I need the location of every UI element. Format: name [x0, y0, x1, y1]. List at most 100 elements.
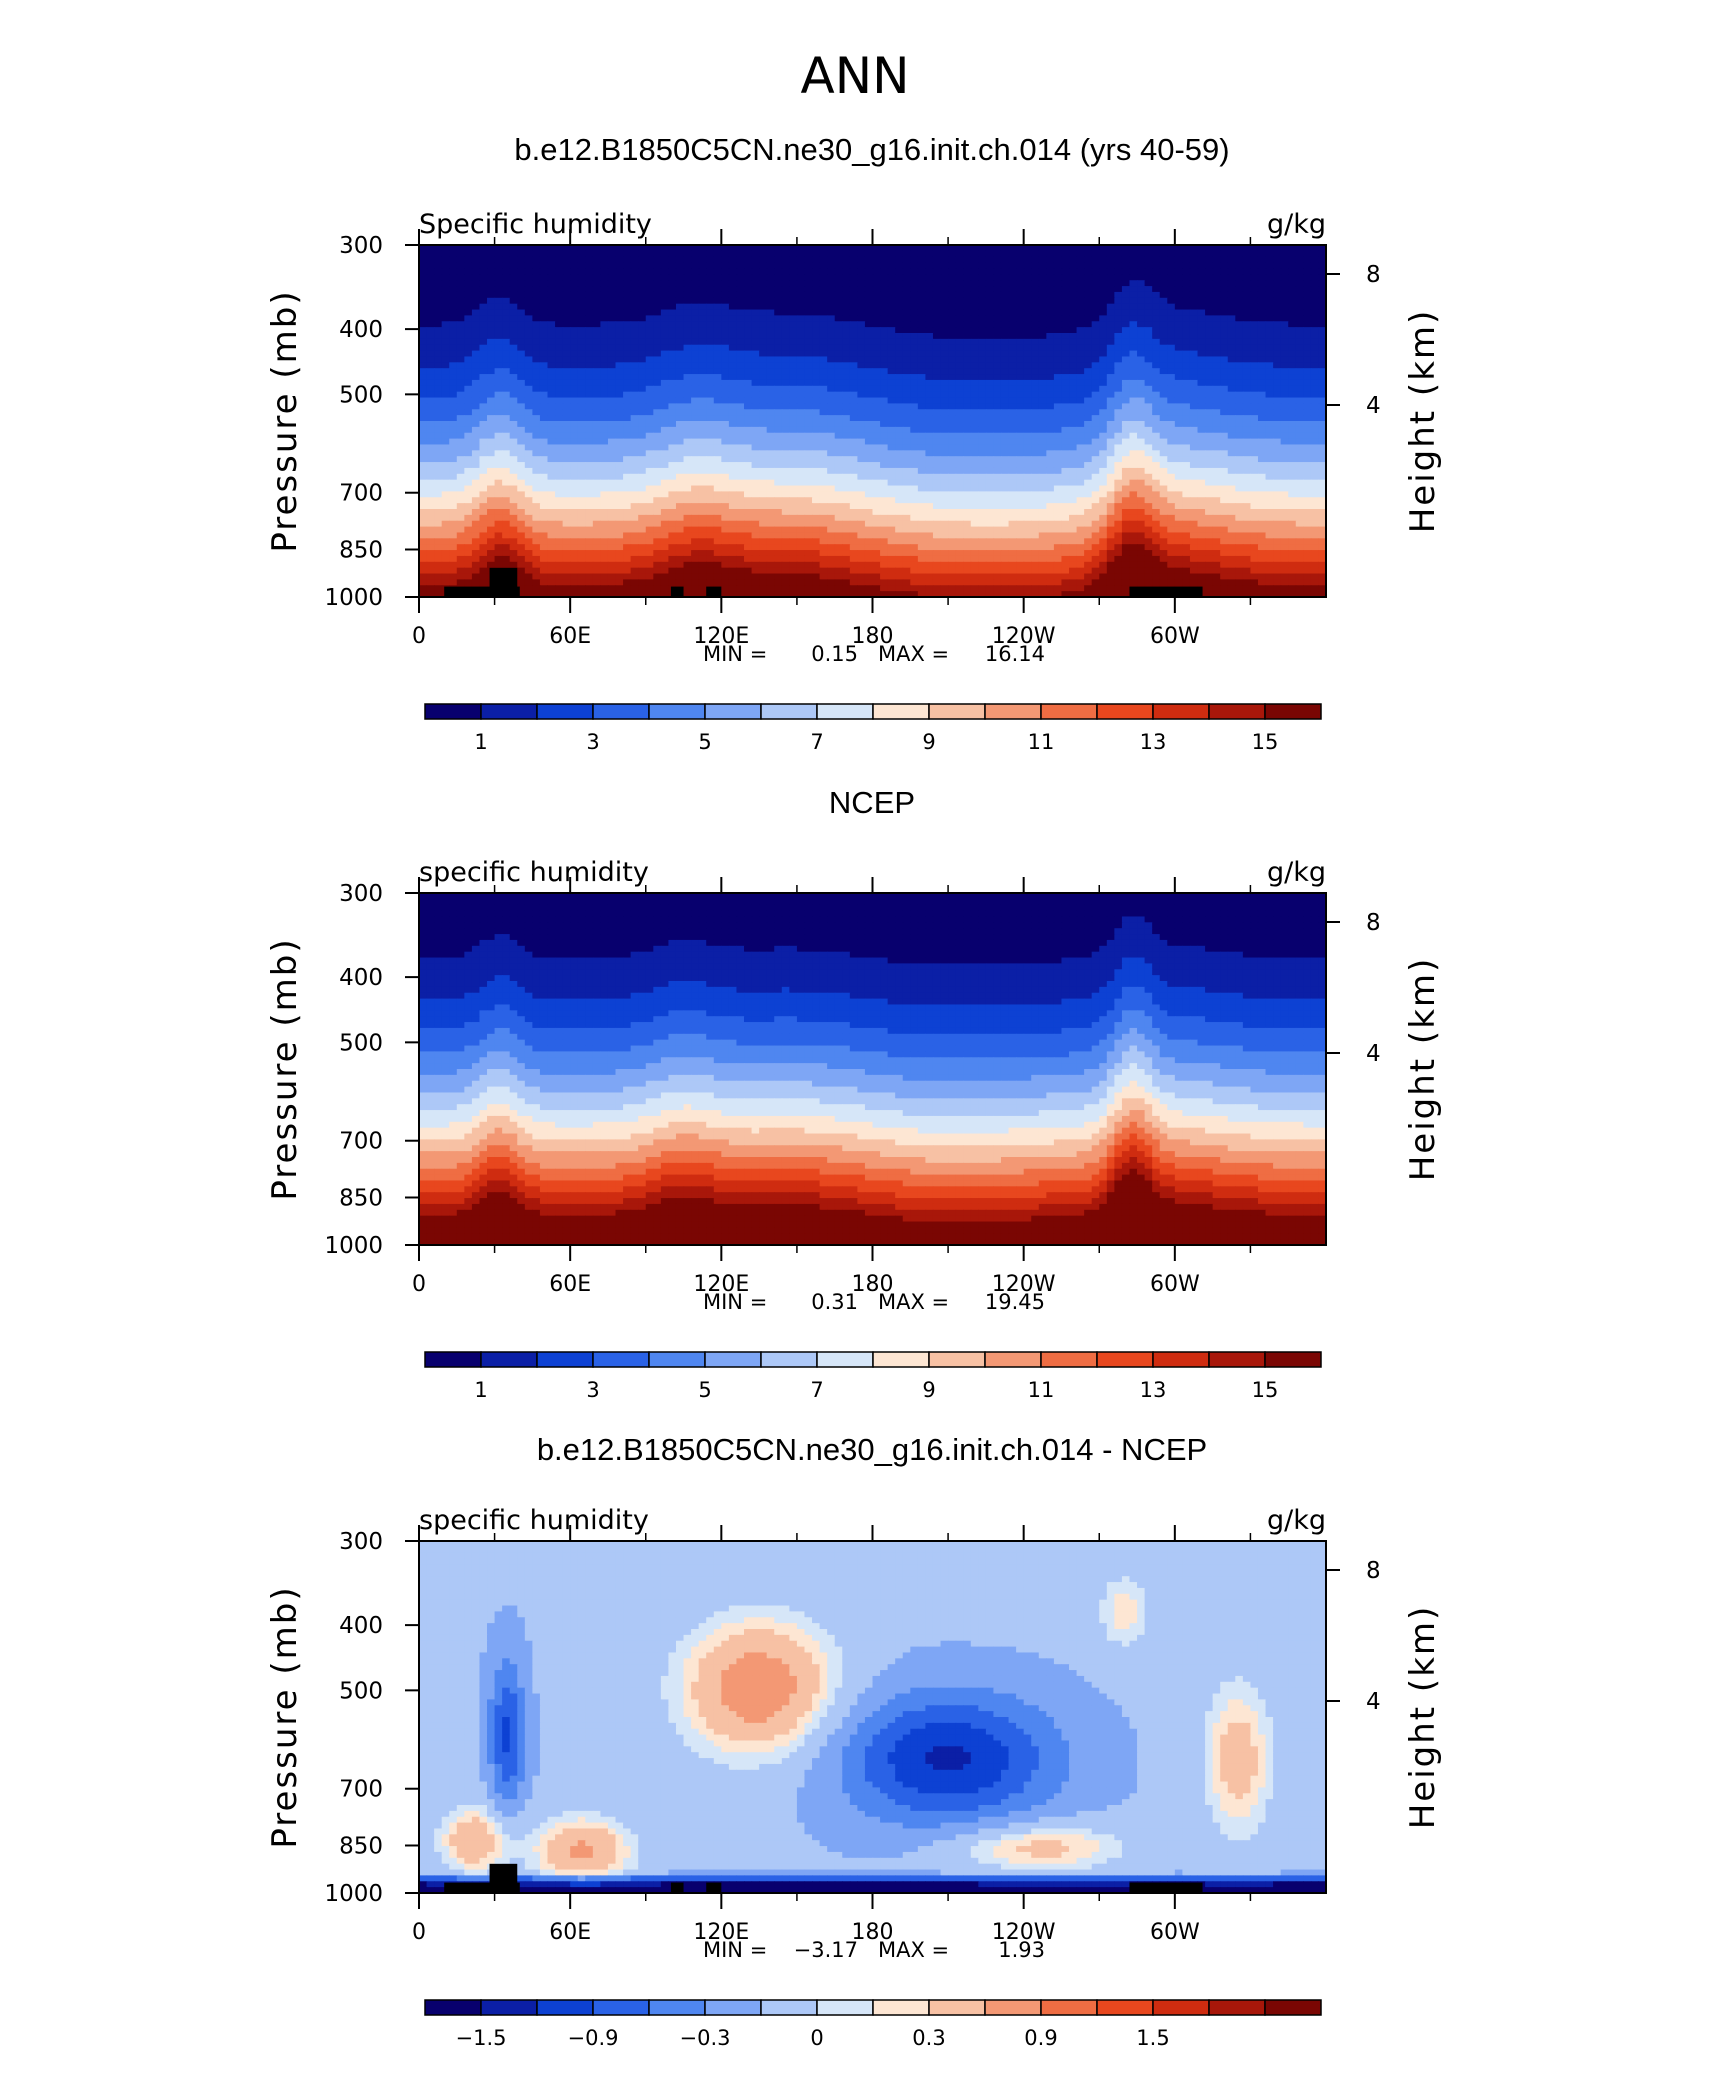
- field-cell: [434, 379, 443, 387]
- field-cell: [744, 333, 753, 340]
- field-cell: [1053, 303, 1063, 311]
- field-cell: [1038, 415, 1047, 422]
- field-cell: [638, 415, 647, 422]
- field-cell: [887, 385, 896, 393]
- field-cell: [1038, 467, 1047, 475]
- field-cell: [607, 479, 617, 487]
- field-cell: [713, 467, 722, 475]
- field-cell: [471, 368, 481, 375]
- field-cell: [668, 268, 677, 275]
- field-cell: [857, 268, 866, 275]
- field-cell: [1031, 350, 1040, 358]
- field-cell: [789, 426, 798, 434]
- field-cell: [963, 485, 972, 492]
- field-cell: [970, 379, 979, 387]
- field-cell: [985, 438, 995, 446]
- field-cell: [600, 403, 609, 410]
- field-cell: [517, 315, 526, 322]
- field-cell: [675, 432, 685, 440]
- field-cell: [562, 368, 571, 375]
- field-cell: [1257, 344, 1267, 352]
- field-cell: [1114, 333, 1123, 340]
- field-cell: [1121, 309, 1131, 316]
- field-cell: [736, 385, 745, 393]
- field-cell: [532, 450, 541, 457]
- field-cell: [585, 374, 594, 381]
- field-cell: [774, 374, 783, 381]
- field-cell: [819, 262, 828, 270]
- field-cell: [895, 315, 904, 322]
- field-cell: [449, 245, 458, 252]
- field-cell: [985, 415, 995, 422]
- field-cell: [464, 286, 473, 293]
- field-cell: [1084, 291, 1093, 299]
- field-cell: [819, 309, 828, 316]
- field-cell: [1250, 321, 1259, 328]
- field-cell: [1000, 374, 1010, 381]
- field-cell: [487, 309, 496, 316]
- field-cell: [1061, 462, 1070, 469]
- field-cell: [744, 462, 753, 469]
- field-cell: [759, 315, 768, 322]
- field-cell: [691, 456, 700, 463]
- field-cell: [698, 315, 707, 322]
- field-cell: [948, 467, 957, 475]
- field-cell: [1031, 333, 1040, 340]
- field-cell: [940, 450, 949, 457]
- field-cell: [993, 350, 1002, 358]
- field-cell: [1250, 303, 1259, 311]
- field-cell: [744, 438, 753, 446]
- field-cell: [653, 403, 662, 410]
- field-cell: [1257, 462, 1267, 469]
- field-cell: [1235, 350, 1244, 358]
- field-cell: [925, 333, 934, 340]
- field-cell: [1295, 362, 1304, 369]
- field-cell: [683, 274, 692, 281]
- field-cell: [993, 385, 1002, 393]
- field-cell: [1280, 280, 1289, 287]
- field-cell: [736, 409, 745, 416]
- field-cell: [1121, 297, 1131, 305]
- field-cell: [766, 362, 775, 369]
- field-cell: [615, 467, 624, 475]
- field-cell: [963, 385, 972, 393]
- field-cell: [827, 485, 836, 492]
- field-cell: [1205, 403, 1214, 410]
- field-cell: [683, 291, 692, 299]
- field-cell: [751, 338, 760, 346]
- field-cell: [895, 421, 904, 428]
- field-cell: [880, 268, 889, 275]
- field-cell: [978, 245, 987, 252]
- field-cell: [1197, 356, 1206, 363]
- field-cell: [1280, 245, 1289, 252]
- field-cell: [592, 385, 601, 393]
- field-cell: [1159, 362, 1168, 369]
- field-cell: [1303, 444, 1312, 451]
- field-cell: [1212, 350, 1221, 358]
- field-cell: [1099, 479, 1108, 487]
- field-cell: [744, 403, 753, 410]
- field-cell: [434, 415, 443, 422]
- field-cell: [1280, 291, 1289, 299]
- field-cell: [713, 333, 722, 340]
- field-cell: [1265, 374, 1274, 381]
- field-cell: [993, 250, 1002, 258]
- field-cell: [509, 374, 518, 381]
- field-cell: [751, 274, 760, 281]
- field-cell: [744, 286, 753, 293]
- field-cell: [864, 338, 874, 346]
- field-cell: [562, 274, 571, 281]
- field-cell: [1008, 403, 1017, 410]
- field-cell: [1008, 268, 1017, 275]
- field-cell: [600, 426, 609, 434]
- field-cell: [1205, 350, 1214, 358]
- field-cell: [1242, 321, 1252, 328]
- field-cell: [1167, 432, 1176, 440]
- field-cell: [623, 432, 632, 440]
- field-cell: [1182, 262, 1191, 270]
- field-cell: [449, 327, 458, 334]
- field-cell: [1091, 321, 1100, 328]
- field-cell: [1000, 362, 1010, 369]
- field-cell: [864, 385, 874, 393]
- field-cell: [668, 368, 677, 375]
